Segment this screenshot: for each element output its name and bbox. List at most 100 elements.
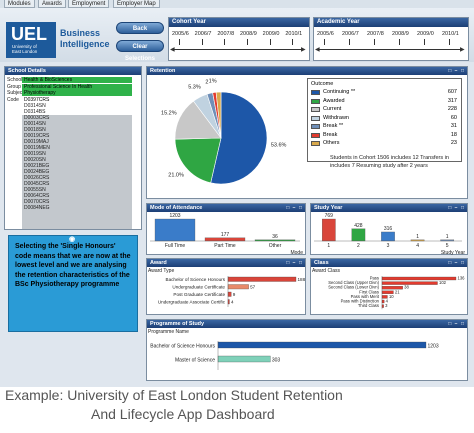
bar[interactable]	[381, 304, 384, 308]
category-label: 2	[357, 243, 360, 249]
pie-slice[interactable]	[215, 91, 222, 139]
back-button[interactable]: Back	[116, 22, 164, 34]
panel-controls-icon[interactable]: □ − □	[286, 205, 303, 211]
logo-initials: UEL	[11, 24, 47, 44]
category-label: Pass	[370, 276, 379, 281]
cohort-year-selector[interactable]: Cohort Year 2005/6 2006/7 2007/8 2008/9 2009…	[168, 17, 310, 61]
bar[interactable]	[321, 218, 336, 242]
code-list-item[interactable]: D0045CRS	[24, 181, 50, 187]
legend-row[interactable]: Break ** 31	[311, 123, 460, 130]
scroll-right-icon[interactable]: ▶	[460, 47, 465, 53]
panel-controls-icon[interactable]: □ − □	[448, 205, 465, 211]
panel-controls-icon[interactable]: □ − □	[448, 68, 465, 74]
scroll-right-icon[interactable]: ▶	[301, 47, 306, 53]
retention-pie-chart[interactable]: 53.6% 21.0% 15.2% 5.3% 2 1%	[146, 74, 306, 198]
legend-swatch	[311, 90, 320, 95]
bar-value-label: 57	[250, 285, 256, 290]
mode-of-attendance-chart[interactable]: 1203 Full Time 177 Part Time 36 Other Mode	[146, 211, 306, 255]
bar-value-label: 21	[395, 289, 400, 294]
academic-year-option[interactable]: 2007/8	[367, 31, 384, 37]
cohort-year-option[interactable]: 2006/7	[194, 31, 212, 37]
legend-row[interactable]: Awarded 317	[311, 98, 460, 105]
field-value[interactable]: Health & BioSciences	[22, 77, 132, 83]
bar[interactable]	[381, 281, 438, 285]
academic-year-selector[interactable]: Academic Year 2005/6 2006/7 2007/8 2008/9 20…	[313, 17, 469, 61]
bar[interactable]	[227, 276, 297, 282]
bar[interactable]	[351, 228, 366, 242]
bar[interactable]	[227, 284, 249, 290]
bar-value-label: 316	[384, 226, 393, 232]
bar-value-label: 136	[458, 276, 466, 281]
code-list-item[interactable]: D0014SN	[24, 121, 46, 127]
pie-slice[interactable]	[210, 91, 268, 185]
panel-controls-icon[interactable]: □ − □	[448, 321, 465, 327]
code-list-item[interactable]: D0026CRS	[24, 175, 50, 181]
bar[interactable]	[204, 237, 246, 242]
bar[interactable]	[227, 299, 230, 305]
panel-controls-icon[interactable]: □ − □	[448, 260, 465, 266]
bar[interactable]	[227, 291, 232, 297]
cohort-year-option[interactable]: 2007/8	[217, 31, 235, 37]
academic-year-option[interactable]: 2009/0	[417, 31, 434, 37]
cohort-year-option[interactable]: 2005/6	[172, 31, 189, 37]
code-list-item[interactable]: D0019CRS	[24, 133, 50, 139]
code-list-item[interactable]: D0003CRS	[24, 115, 50, 121]
field-value[interactable]: D0397CRS	[22, 96, 132, 103]
bar[interactable]	[217, 341, 427, 349]
field-value[interactable]: Professional Science In Health	[22, 83, 132, 90]
code-list-item[interactable]: D0019MAJ	[24, 139, 49, 145]
code-list-item[interactable]: D0314SN	[22, 103, 132, 109]
academic-year-option[interactable]: 2006/7	[342, 31, 359, 37]
pie-slice[interactable]	[174, 137, 222, 184]
legend-row[interactable]: Continuing ** 607	[311, 89, 460, 96]
code-list-item[interactable]: D0018SN	[24, 127, 46, 133]
mode-of-attendance-title: Mode of Attendance □ − □	[147, 204, 305, 212]
legend-row[interactable]: Others 23	[311, 140, 460, 147]
code-list-item[interactable]: D0070CRS	[24, 199, 50, 205]
figure-caption: Example: University of East London Stude…	[5, 386, 469, 424]
bar[interactable]	[381, 299, 385, 304]
bar[interactable]	[381, 231, 395, 242]
tab-awards[interactable]: Awards	[38, 0, 66, 8]
legend-row[interactable]: Withdrawn 60	[311, 115, 460, 122]
tab-modules[interactable]: Modules	[4, 0, 35, 8]
cohort-year-option[interactable]: 2010/1	[285, 31, 303, 37]
scroll-left-icon[interactable]: ◀	[315, 47, 320, 53]
legend-row[interactable]: Break 18	[311, 132, 460, 139]
clear-selections-button[interactable]: Clear Selections	[116, 40, 164, 62]
code-list[interactable]: D0314SN D0314BS D0003CRS D0014SN D0018SN D001…	[22, 103, 132, 229]
award-chart[interactable]: Award Type Bachelor of Science Honours 188…	[146, 266, 306, 314]
class-chart[interactable]: Award Class Pass 136 Second Class (Upper Di…	[310, 266, 468, 314]
legend-row[interactable]: Current 228	[311, 106, 460, 113]
code-list-item[interactable]: D0055SN	[24, 187, 46, 193]
tab-employment[interactable]: Employment	[68, 0, 110, 8]
code-list-item[interactable]: D0019SN	[24, 151, 46, 157]
bar[interactable]	[217, 355, 271, 363]
code-list-item[interactable]: D0021BEG	[24, 163, 50, 169]
category-label: Master of Science	[175, 358, 215, 364]
tab-employer-map[interactable]: Employer Map	[113, 0, 160, 8]
code-list-item[interactable]: D0019MEN	[24, 145, 50, 151]
academic-year-option[interactable]: 2005/6	[317, 31, 334, 37]
pie-data-label: 1%	[209, 79, 217, 85]
cohort-year-list[interactable]: 2005/6 2006/7 2007/8 2008/9 2009/0 2010/1 ◀ ▶	[169, 27, 309, 61]
code-list-item[interactable]: D0020SN	[24, 157, 46, 163]
academic-year-list[interactable]: 2005/6 2006/7 2007/8 2008/9 2009/0 2010/1 ◀ ▶	[314, 27, 468, 61]
category-label: 4	[416, 243, 419, 249]
field-value[interactable]: Physiotherapy	[22, 90, 132, 96]
field-label: School	[7, 77, 23, 83]
code-list-item[interactable]: D0024BEG	[24, 169, 50, 175]
code-list-item[interactable]: D0064CRS	[24, 193, 50, 199]
academic-year-option[interactable]: 2010/1	[442, 31, 459, 37]
scroll-left-icon[interactable]: ◀	[170, 47, 175, 53]
academic-year-option[interactable]: 2008/9	[392, 31, 409, 37]
award-title: Award □ − □	[147, 259, 305, 267]
cohort-year-option[interactable]: 2008/9	[240, 31, 257, 37]
code-list-item[interactable]: D0084NEG	[24, 205, 50, 211]
programme-of-study-chart[interactable]: Programme Name Bachelor of Science Honour…	[146, 327, 468, 380]
panel-controls-icon[interactable]: □ − □	[286, 260, 303, 266]
bar[interactable]	[154, 218, 196, 242]
code-list-item[interactable]: D0314BS	[22, 109, 132, 115]
cohort-year-option[interactable]: 2009/0	[262, 31, 280, 37]
